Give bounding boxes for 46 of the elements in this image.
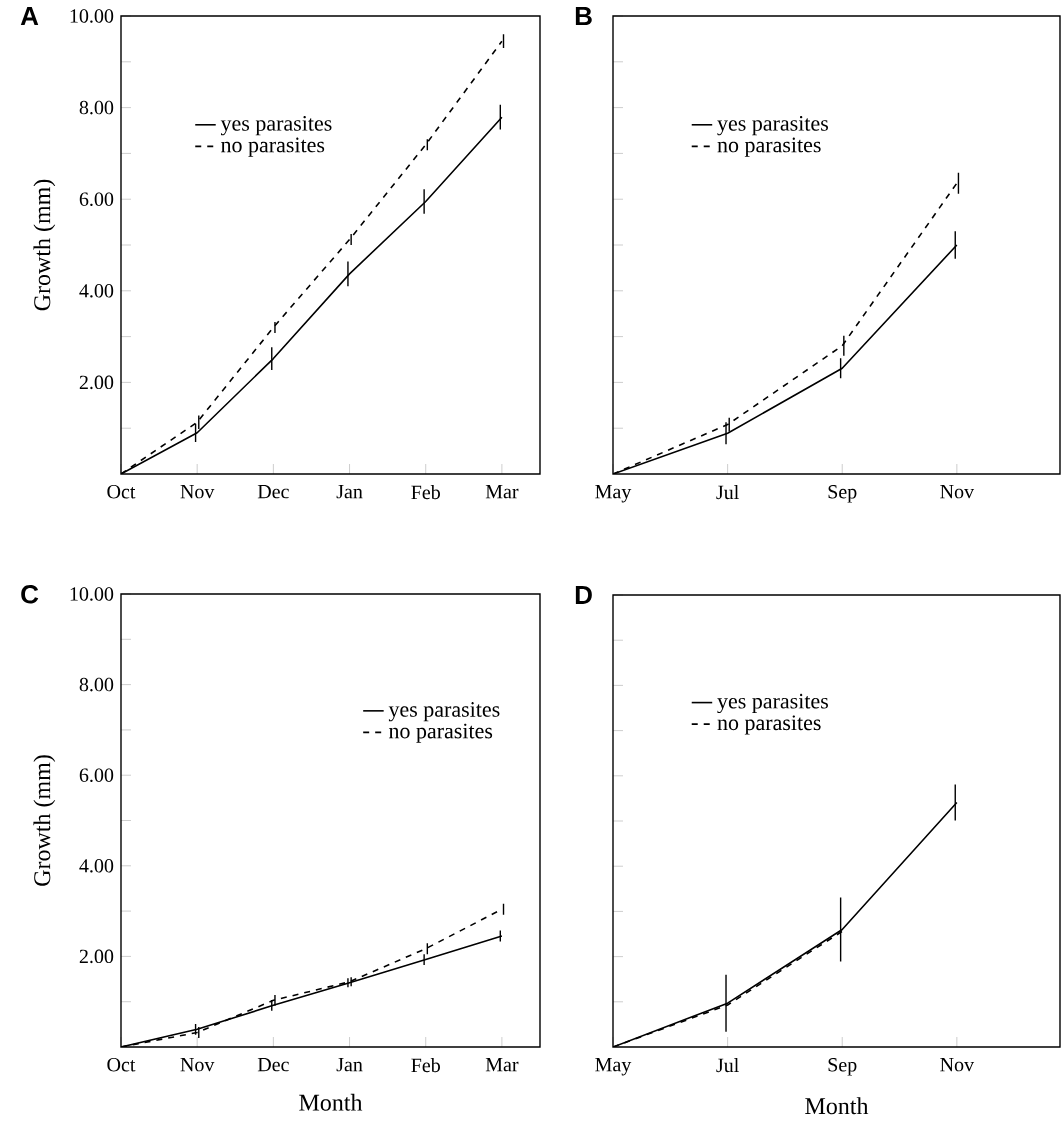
x-tick-label: May [595, 485, 632, 503]
x-tick-label: Nov [180, 1058, 215, 1072]
x-tick-label: Jan [336, 1058, 363, 1072]
y-tick-label: 4.00 [79, 859, 114, 873]
legend-label: yes parasites [388, 702, 500, 722]
x-tick-label: Sep [828, 485, 857, 503]
x-tick-label: Jul [716, 1058, 739, 1073]
x-tick-label: Mar [485, 485, 519, 499]
chart-title: D [575, 586, 592, 604]
y-tick-label: 2.00 [79, 375, 114, 390]
legend-label: yes parasites [220, 116, 332, 136]
x-axis-title: Month [299, 1093, 363, 1111]
x-tick-label: Nov [180, 485, 215, 499]
y-tick-label: 6.00 [79, 768, 114, 782]
y-tick-label: 2.00 [79, 949, 114, 964]
y-tick-label: 10.00 [70, 587, 114, 601]
x-tick-label: Feb [411, 485, 440, 500]
y-tick-label: 10.00 [70, 9, 114, 23]
x-tick-label: Nov [940, 485, 975, 499]
x-tick-label: Feb [411, 1058, 440, 1073]
legend-label: no parasites [717, 715, 821, 735]
x-tick-label: Nov [940, 1058, 975, 1072]
x-tick-label: Dec [257, 485, 289, 499]
x-tick-label: Dec [257, 1058, 289, 1072]
legend-label: no parasites [717, 137, 821, 157]
chart-title: B [575, 7, 592, 25]
chart-title: C [21, 585, 39, 604]
legend-label: yes parasites [717, 693, 828, 714]
x-tick-label: Sep [828, 1058, 857, 1076]
y-tick-label: 6.00 [79, 192, 114, 206]
x-tick-label: Mar [485, 1058, 519, 1072]
y-axis-title: Growth (mm) [33, 755, 56, 886]
chart-title: A [20, 7, 39, 25]
x-tick-label: Oct [107, 485, 136, 499]
legend-label: no parasites [221, 137, 325, 157]
x-tick-label: May [595, 1058, 632, 1076]
x-axis-title: Month [805, 1097, 869, 1115]
legend-label: no parasites [388, 723, 493, 743]
x-tick-label: Oct [107, 1058, 136, 1072]
x-tick-label: Jan [336, 485, 363, 499]
y-tick-label: 4.00 [79, 284, 114, 298]
y-tick-label: 8.00 [79, 677, 114, 692]
y-axis-title: Growth (mm) [33, 179, 56, 311]
y-tick-label: 8.00 [79, 100, 114, 115]
x-tick-label: Jul [716, 485, 739, 500]
legend-label: yes parasites [717, 116, 828, 136]
